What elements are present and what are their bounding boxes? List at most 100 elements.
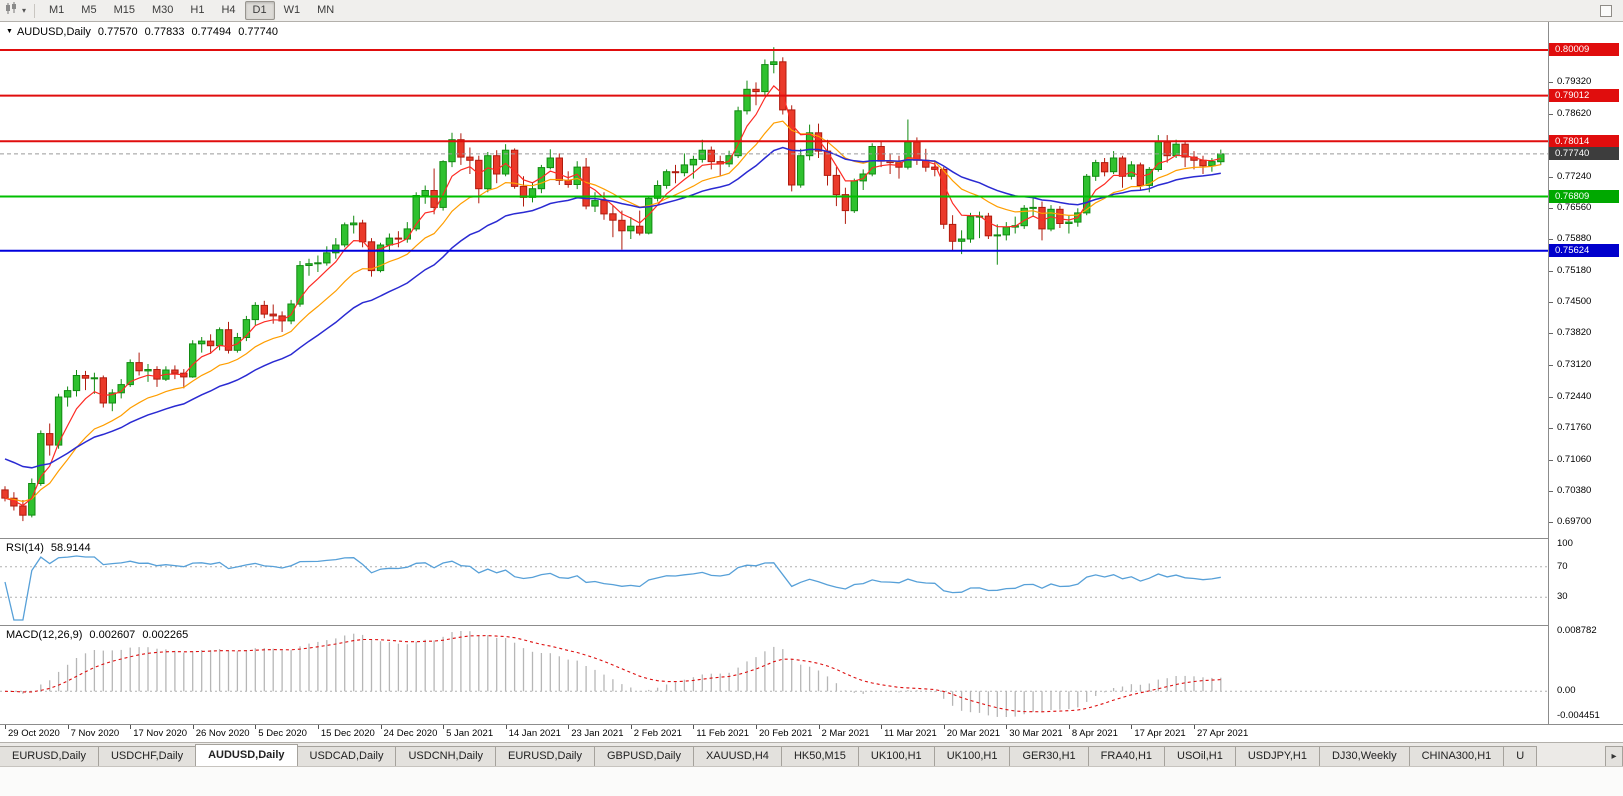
tabs-scroll-right-button[interactable]: ▸ [1605,746,1623,766]
timeframe-h4-button[interactable]: H4 [221,3,236,16]
chart-tab-6[interactable]: GBPUSD,Daily [594,746,694,766]
price-axis-label: 0.78620 [1557,107,1592,119]
window-icon[interactable] [1600,4,1612,17]
candlestick-chart-icon[interactable] [5,1,20,20]
chart-window: ▼ AUDUSD,Daily 0.77570 0.77833 0.77494 0… [0,22,1623,742]
ohlc-low: 0.77494 [191,26,232,38]
ohlc-open: 0.77570 [97,26,138,38]
chart-tab-12[interactable]: FRA40,H1 [1087,746,1166,766]
date-axis-tick [1194,725,1195,729]
price-axis-tick [1549,490,1553,492]
macd-signal-value: 0.002265 [142,629,189,641]
date-axis-label: 24 Dec 2020 [383,728,438,739]
chart-tab-14[interactable]: USDJPY,H1 [1234,746,1320,766]
price-axis-label: 0.69700 [1557,515,1592,527]
chart-tab-10[interactable]: UK100,H1 [933,746,1011,766]
timeframe-h1-button[interactable]: H1 [190,3,205,16]
price-axis-tick [1549,521,1553,523]
rsi-axis-label: 100 [1557,538,1573,549]
date-axis-label: 27 Apr 2021 [1197,728,1249,739]
rsi-axis-label: 30 [1557,591,1568,603]
price-axis-label: 0.73820 [1557,327,1592,339]
date-axis-label: 14 Jan 2021 [508,728,561,739]
date-axis-tick [255,725,257,729]
macd-indicator-panel[interactable]: MACD(12,26,9) 0.002607 0.002265 [0,626,1548,724]
price-axis-label: 0.79320 [1557,75,1592,87]
ohlc-high: 0.77833 [144,26,185,38]
chevron-down-icon[interactable]: ▾ [22,6,27,15]
date-axis-tick [443,725,445,729]
panel-splitter[interactable] [0,625,1623,626]
chart-tab-0[interactable]: EURUSD,Daily [0,746,99,766]
chart-tab-1[interactable]: USDCHF,Daily [97,746,197,766]
date-axis-label: 11 Mar 2021 [884,728,937,739]
chart-tab-15[interactable]: DJ30,Weekly [1318,746,1410,766]
date-axis-tick [5,725,6,729]
price-level-badge: 0.78014 [1549,134,1619,148]
date-axis-label: 2 Feb 2021 [633,728,682,739]
date-axis-label: 17 Nov 2020 [133,728,188,739]
price-level-badge: 0.79012 [1549,89,1619,103]
timeframe-m1-button[interactable]: M1 [49,3,65,16]
chart-ohlc-readout: ▼ AUDUSD,Daily 0.77570 0.77833 0.77494 0… [6,26,278,38]
panel-splitter[interactable] [0,538,1623,539]
timeframe-d1-button[interactable]: D1 [244,0,275,21]
chart-tab-17[interactable]: U [1503,746,1538,766]
chart-tab-2[interactable]: AUDUSD,Daily [195,744,298,766]
timeframe-m30-button[interactable]: M30 [151,3,174,16]
macd-axis-label: 0.00 [1557,685,1576,697]
symbol-dropdown-icon[interactable]: ▼ [6,27,13,35]
main-chart-panel[interactable]: ▼ AUDUSD,Daily 0.77570 0.77833 0.77494 0… [0,22,1548,538]
chart-tab-4[interactable]: USDCNH,Daily [395,746,497,766]
price-axis-tick [1549,302,1553,304]
price-axis-tick [1549,176,1553,178]
price-level-badge: 0.75624 [1549,244,1619,258]
date-axis-tick [380,725,382,729]
price-axis[interactable]: 0.79320 0.78620 0.77240 0.76560 0.75880 0.751… [1548,22,1623,724]
date-axis-tick [756,725,757,729]
date-axis-label: 2 Mar 2021 [821,728,870,739]
date-axis-tick [1006,725,1008,729]
candlestick-chart[interactable] [0,22,1548,538]
timeframe-m5-button[interactable]: M5 [81,3,97,16]
price-level-badge: 0.77740 [1549,147,1619,161]
chart-tab-16[interactable]: CHINA300,H1 [1408,746,1505,766]
chart-tab-7[interactable]: XAUUSD,H4 [692,746,782,766]
price-axis-label: 0.71060 [1557,453,1592,465]
date-axis-tick [67,725,69,729]
date-axis-label: 5 Jan 2021 [446,728,494,739]
chart-tab-13[interactable]: USOil,H1 [1164,746,1236,766]
price-axis-tick [1549,271,1553,273]
rsi-plot [0,539,1548,625]
chart-tab-9[interactable]: UK100,H1 [857,746,935,766]
macd-plot [0,626,1548,724]
date-axis[interactable]: 29 Oct 2020 7 Nov 2020 17 Nov 2020 26 Nov 2… [0,725,1623,742]
date-axis-label: 11 Feb 2021 [696,728,750,739]
rsi-indicator-panel[interactable]: RSI(14) 58.9144 [0,539,1548,625]
ohlc-close: 0.77740 [238,26,278,38]
rsi-label: RSI(14) [6,542,44,554]
date-axis-label: 30 Mar 2021 [1009,728,1063,739]
timeframe-mn-button[interactable]: MN [317,3,335,16]
price-axis-label: 0.75180 [1557,265,1592,277]
date-axis-tick [630,725,632,729]
price-axis-tick [1549,427,1553,429]
chart-tab-3[interactable]: USDCAD,Daily [296,746,397,766]
timeframe-w1-button[interactable]: W1 [283,3,301,16]
price-axis-label: 0.70380 [1557,484,1592,496]
date-axis-tick [693,725,695,729]
macd-readout: MACD(12,26,9) 0.002607 0.002265 [6,629,188,641]
macd-label: MACD(12,26,9) [6,629,83,641]
price-axis-label: 0.77240 [1557,170,1592,182]
date-axis-tick [818,725,820,729]
price-axis-label: 0.76560 [1557,201,1592,213]
chart-tab-11[interactable]: GER30,H1 [1009,746,1089,766]
chart-tab-8[interactable]: HK50,M15 [780,746,859,766]
date-axis-tick [568,725,570,729]
date-axis-label: 26 Nov 2020 [195,728,250,739]
chart-tab-5[interactable]: EURUSD,Daily [495,746,595,766]
timeframe-m15-button[interactable]: M15 [113,3,135,16]
chart-symbol-period: AUDUSD,Daily [16,26,91,38]
price-axis-label: 0.72440 [1557,390,1592,402]
date-axis-label: 7 Nov 2020 [70,728,120,739]
